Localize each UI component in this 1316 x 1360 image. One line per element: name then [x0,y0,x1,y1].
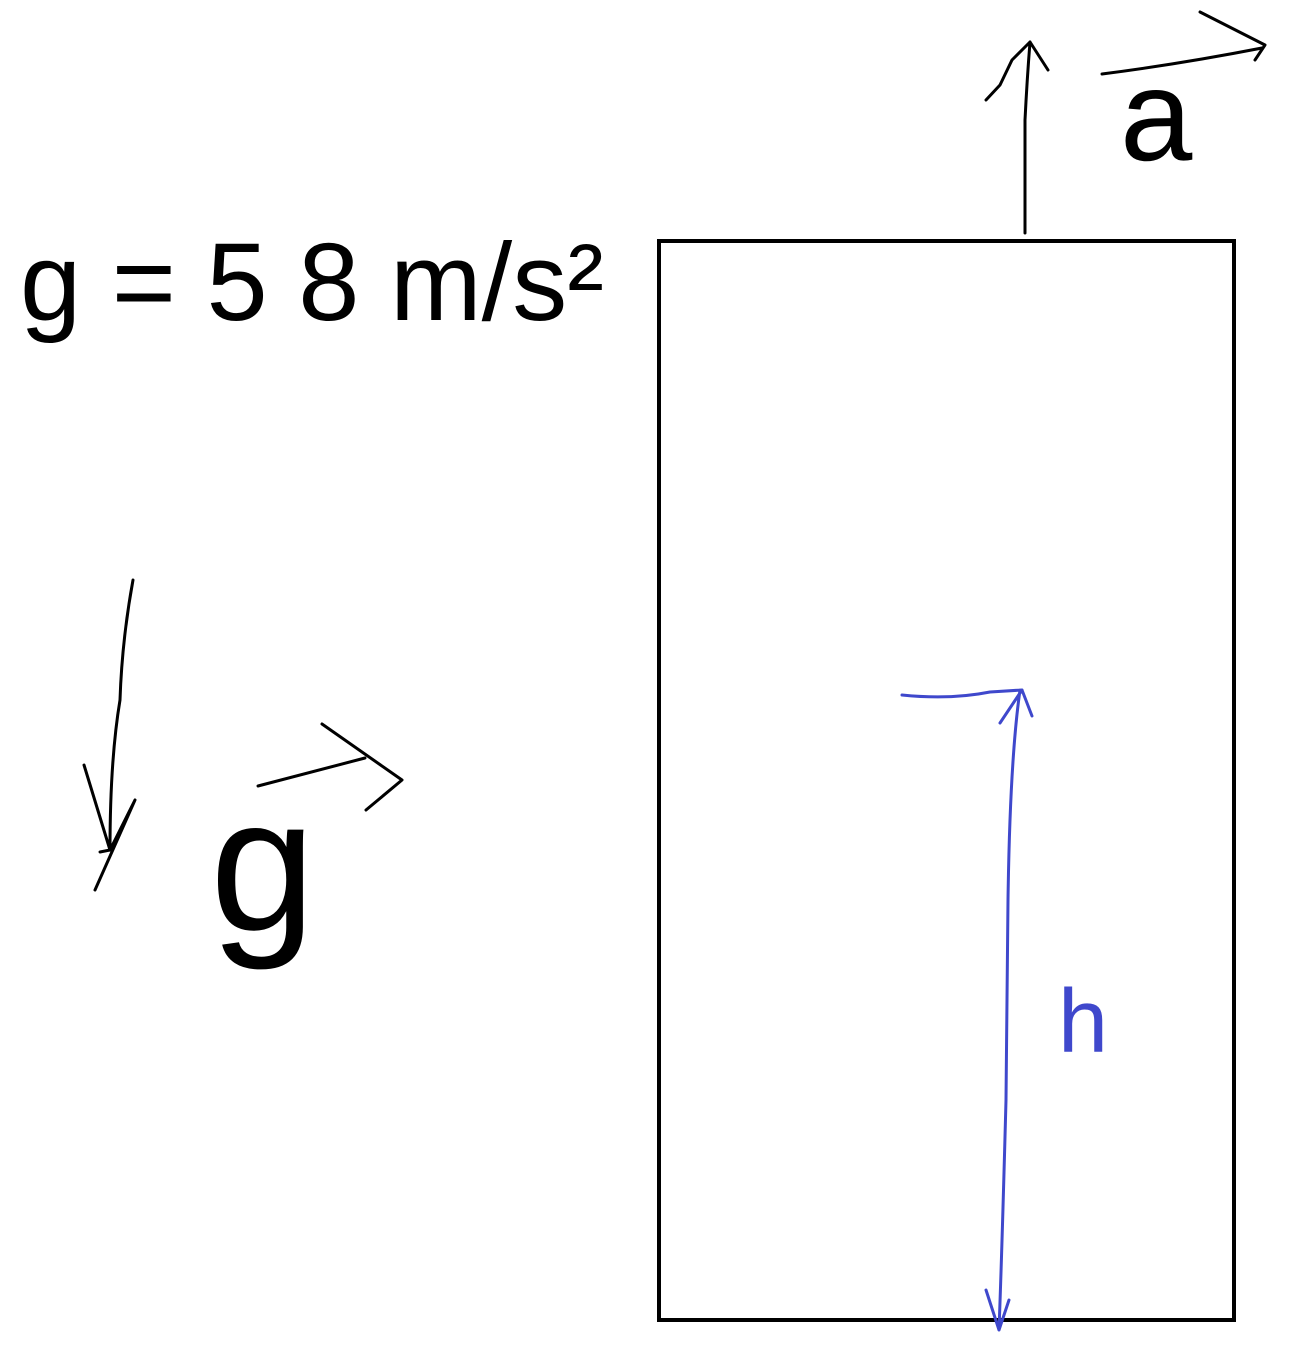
height-arrow [900,688,1034,1332]
arrow-down [82,578,137,892]
height-label: h [1058,972,1108,1072]
equation: g = 5 8 m/s² [20,221,604,344]
vector-a-arrow [1100,10,1267,76]
vector-g-label: g [210,759,316,971]
arrow-up [984,40,1050,235]
vector-a-label: a [1120,42,1193,188]
box [657,239,1236,1322]
vector-g-arrow [256,722,404,812]
